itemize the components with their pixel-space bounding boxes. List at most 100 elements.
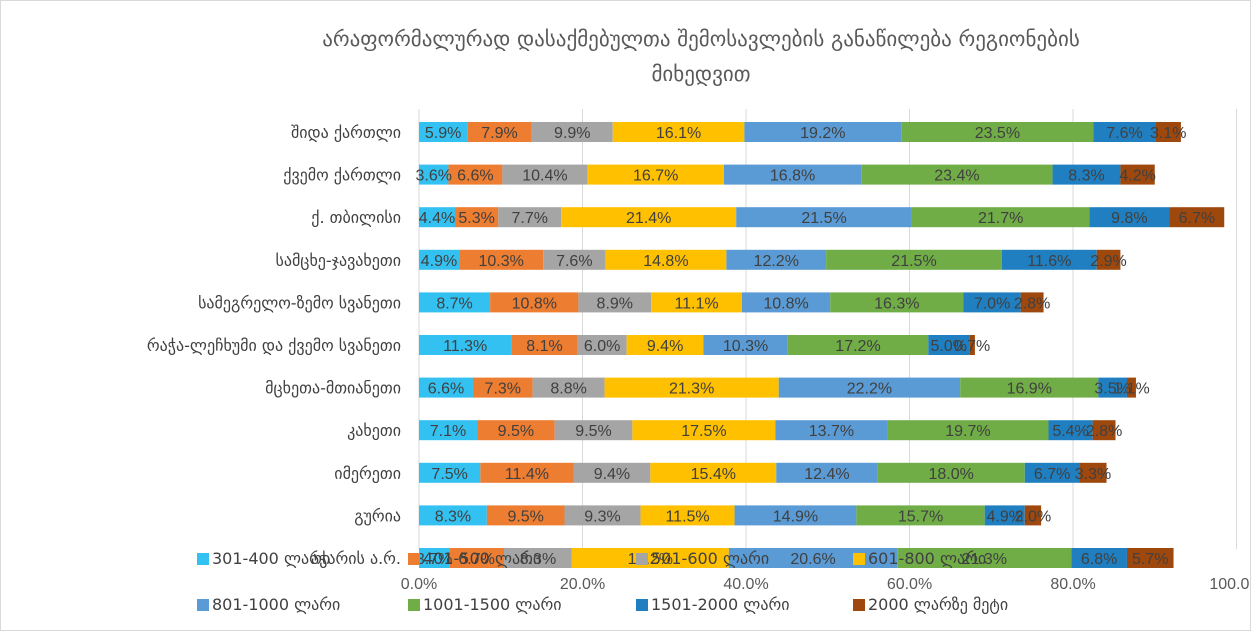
data-label: 2.9% bbox=[1090, 253, 1126, 270]
bar-segment bbox=[498, 207, 562, 228]
data-label: 10.3% bbox=[478, 253, 523, 270]
bar-segment bbox=[744, 122, 902, 142]
bar-segment bbox=[1155, 122, 1181, 142]
bar-segment bbox=[856, 505, 985, 526]
legend-swatch bbox=[636, 599, 648, 611]
bar-segment bbox=[632, 420, 776, 441]
category-label: სამცხე-ჯავახეთი bbox=[275, 251, 401, 270]
bar-segment bbox=[897, 548, 1072, 568]
bar-segment bbox=[459, 249, 544, 270]
bar-segment bbox=[612, 122, 745, 142]
bar-segment bbox=[477, 420, 555, 441]
bar-segment bbox=[778, 377, 961, 398]
data-label: 16.1% bbox=[656, 125, 701, 142]
data-label: 2.8% bbox=[1014, 295, 1050, 312]
bar-segment bbox=[419, 505, 487, 526]
bar-segment bbox=[1048, 420, 1093, 441]
x-tick-label: 100.0% bbox=[1209, 576, 1250, 593]
bar-segment bbox=[486, 505, 565, 526]
bar-segment bbox=[532, 377, 605, 398]
data-label: 8.3% bbox=[520, 551, 556, 568]
bar-segment bbox=[969, 335, 975, 355]
category-label: ქვემო ქართლი bbox=[283, 166, 401, 185]
bar-segment bbox=[419, 335, 512, 355]
bar-segment bbox=[787, 335, 929, 355]
bar-segment bbox=[626, 335, 704, 355]
bar-segment bbox=[419, 122, 468, 142]
x-tick-label: 80.0% bbox=[1050, 576, 1095, 593]
bar-segment bbox=[605, 249, 727, 270]
data-label: 16.9% bbox=[1007, 381, 1052, 398]
bar-segment bbox=[1126, 377, 1136, 398]
bar-segment bbox=[1020, 292, 1044, 313]
data-label: 12.2% bbox=[754, 253, 799, 270]
data-label: 17.2% bbox=[835, 338, 880, 355]
x-tick-label: 60.0% bbox=[887, 576, 932, 593]
x-tick-label: 40.0% bbox=[723, 576, 768, 593]
bar-segment bbox=[723, 164, 862, 185]
bar-segment bbox=[861, 164, 1053, 185]
data-label: 9.8% bbox=[1111, 210, 1147, 227]
legend-swatch bbox=[636, 553, 648, 565]
bar-segment bbox=[577, 335, 627, 355]
data-label: 7.9% bbox=[481, 125, 517, 142]
bar-segment bbox=[984, 505, 1025, 526]
bar-segment bbox=[467, 122, 532, 142]
bar-segment bbox=[419, 207, 455, 228]
data-label: 14.9% bbox=[773, 508, 818, 525]
bar-segment bbox=[830, 292, 964, 313]
bar-segment bbox=[734, 505, 857, 526]
bar-segment bbox=[448, 164, 503, 185]
bar-segment bbox=[587, 164, 724, 185]
data-label: 5.0% bbox=[931, 338, 967, 355]
data-label: 23.5% bbox=[975, 125, 1020, 142]
data-label: 8.3% bbox=[435, 508, 471, 525]
data-label: 16.8% bbox=[770, 168, 815, 185]
data-label: 10.8% bbox=[512, 295, 557, 312]
bar-segment bbox=[1169, 207, 1225, 228]
legend-label: 501-600 ლარი bbox=[651, 549, 769, 568]
data-label: 9.4% bbox=[647, 338, 683, 355]
bar-segment bbox=[1024, 505, 1042, 526]
data-label: 10.3% bbox=[723, 338, 768, 355]
category-label: გურია bbox=[354, 506, 401, 525]
data-label: 19.2% bbox=[800, 125, 845, 142]
bar-segment bbox=[561, 207, 737, 228]
legend-label: 301-400 ლარი bbox=[212, 549, 330, 568]
bar-segment bbox=[604, 377, 779, 398]
category-label: მცხეთა-მთიანეთი bbox=[265, 379, 401, 398]
bar-segment bbox=[1089, 207, 1170, 228]
data-label: 7.6% bbox=[1106, 125, 1142, 142]
bar-segment bbox=[736, 207, 912, 228]
category-label: სამეგრელო-ზემო სვანეთი bbox=[198, 293, 401, 312]
data-label: 6.6% bbox=[428, 381, 464, 398]
data-label: 17.5% bbox=[681, 423, 726, 440]
bar-segment bbox=[504, 548, 572, 568]
category-label: აჭარის ა.რ. bbox=[311, 549, 401, 568]
bar-segment bbox=[741, 292, 831, 313]
data-label: 6.0% bbox=[584, 338, 620, 355]
legend-label: 2000 ლარზე მეტი bbox=[868, 595, 1008, 614]
data-label: 8.9% bbox=[597, 295, 633, 312]
chart-title-line-1: არაფორმალურად დასაქმებულთა შემოსავლების … bbox=[322, 27, 1080, 51]
data-label: 4.9% bbox=[421, 253, 457, 270]
bar-segment bbox=[703, 335, 788, 355]
bar-segment bbox=[651, 292, 742, 313]
data-label: 11.6% bbox=[1027, 253, 1071, 270]
bars bbox=[419, 122, 1225, 568]
data-label: 8.8% bbox=[550, 381, 586, 398]
data-label: 9.5% bbox=[575, 423, 611, 440]
data-label: 16.7% bbox=[633, 168, 678, 185]
data-label: 7.5% bbox=[431, 466, 467, 483]
data-label: 0.7% bbox=[954, 338, 990, 355]
bar-segment bbox=[531, 122, 613, 142]
bar-segment bbox=[1024, 462, 1080, 483]
data-label: 21.4% bbox=[626, 210, 671, 227]
legend-label: 401-500 ლარი bbox=[423, 549, 541, 568]
category-label: რაჭა-ლეჩხუმი და ქვემო სვანეთი bbox=[147, 336, 401, 355]
bar-segment bbox=[1126, 548, 1174, 568]
x-tick-label: 0.0% bbox=[401, 576, 437, 593]
bar-segment bbox=[419, 377, 473, 398]
data-label: 16.3% bbox=[874, 295, 919, 312]
